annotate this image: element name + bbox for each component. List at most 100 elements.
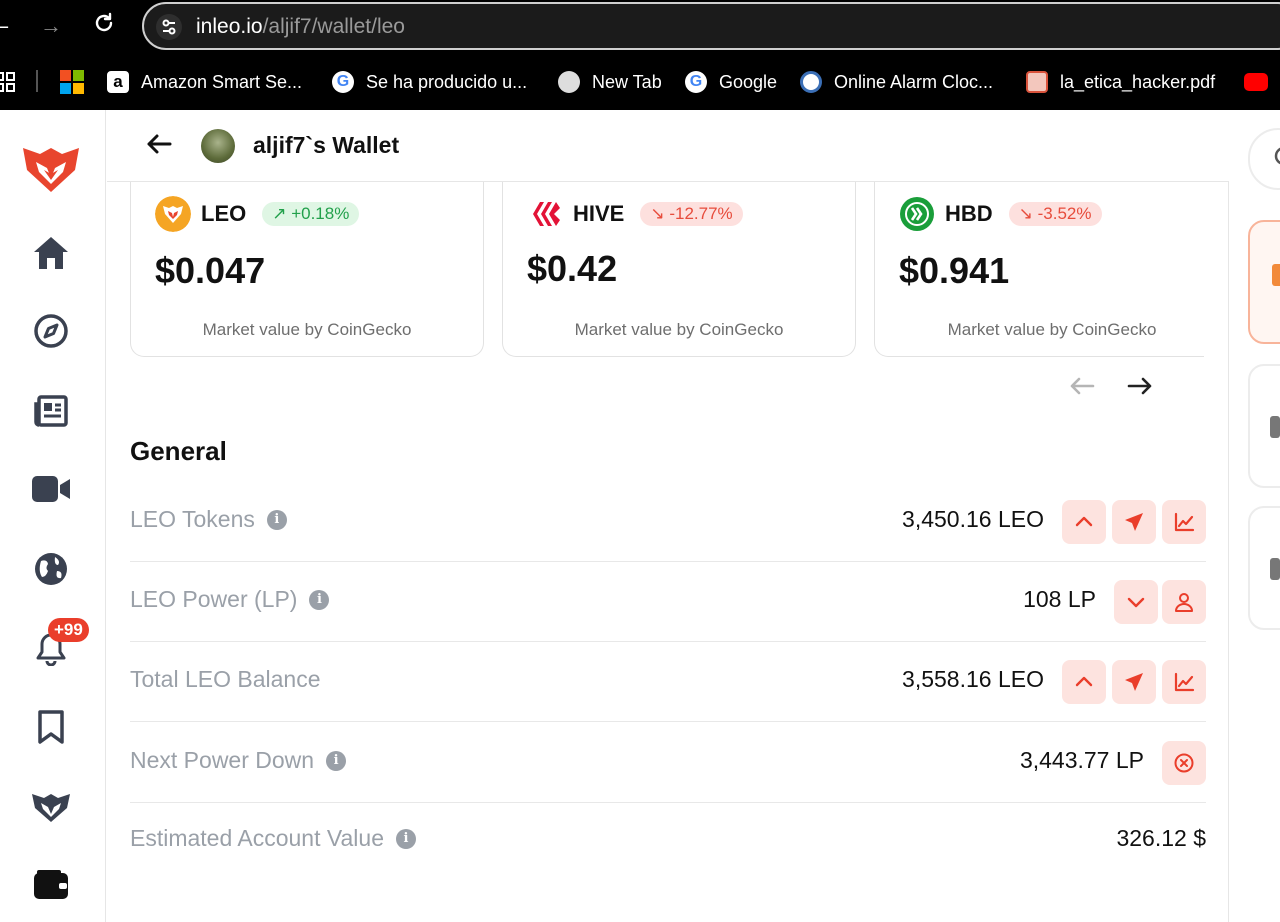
right-panel-card[interactable]: [1248, 506, 1280, 630]
right-panel-card-active[interactable]: [1248, 220, 1280, 344]
coin-card-hive[interactable]: HIVE ↘ -12.77% $0.42 Market value by Coi…: [502, 170, 856, 357]
home-icon[interactable]: [30, 232, 72, 274]
info-icon[interactable]: i: [266, 509, 287, 530]
news-icon[interactable]: [30, 390, 72, 432]
send-icon: [1125, 513, 1143, 531]
row-label: LEO Power (LP) i: [130, 586, 330, 613]
send-button[interactable]: [1112, 660, 1156, 704]
back-icon[interactable]: –: [0, 12, 16, 40]
globe-icon[interactable]: [30, 548, 72, 590]
leo-icon: [1272, 264, 1280, 286]
bookmark-google-error[interactable]: G Se ha producido u...: [332, 68, 527, 96]
avatar[interactable]: [201, 129, 235, 163]
chart-icon: [1174, 672, 1195, 692]
hbd-coin-icon: [900, 197, 934, 231]
bookmark-new-tab[interactable]: New Tab: [558, 68, 662, 96]
coin-card-leo[interactable]: LEO ↗ +0.18% $0.047 Market value by Coin…: [130, 170, 484, 357]
price-change-badge: ↘ -12.77%: [640, 202, 743, 226]
bookmark-label: la_etica_hacker.pdf: [1060, 71, 1216, 92]
alarm-clock-icon: [800, 71, 822, 93]
back-arrow-icon[interactable]: [145, 130, 173, 158]
leo-coin-icon: [155, 196, 191, 232]
row-value: 326.12 $: [1116, 825, 1206, 851]
bookmark-google[interactable]: G Google: [685, 68, 777, 96]
bookmark-amazon[interactable]: a Amazon Smart Se...: [107, 68, 302, 96]
youtube-icon: [1244, 73, 1268, 91]
site-settings-icon[interactable]: [156, 14, 182, 40]
search-icon: [1274, 147, 1280, 165]
row-label: Estimated Account Value i: [130, 825, 416, 852]
chart-button[interactable]: [1162, 660, 1206, 704]
google-icon: G: [685, 71, 707, 93]
cancel-power-down-button[interactable]: [1162, 741, 1206, 785]
row-total-balance: Total LEO Balance 3,558.16 LEO: [130, 642, 1206, 722]
section-title-general: General: [130, 436, 227, 466]
diamond-icon: [1270, 416, 1280, 438]
hive-coin-icon: [533, 202, 560, 226]
gear-icon: [1270, 558, 1280, 580]
row-value: 3,450.16 LEO: [902, 506, 1044, 532]
coin-name: HBD: [945, 201, 993, 226]
power-up-button[interactable]: [1062, 500, 1106, 544]
row-leo-power: LEO Power (LP) i 108 LP: [130, 562, 1206, 642]
coin-name: HIVE: [573, 201, 625, 226]
row-value: 3,443.77 LP: [1019, 747, 1144, 773]
row-value: 108 LP: [1023, 586, 1096, 612]
carousel-next-icon[interactable]: [1126, 372, 1154, 400]
coin-source: Market value by CoinGecko: [202, 320, 412, 339]
chart-icon: [1174, 512, 1195, 532]
info-icon[interactable]: i: [396, 828, 416, 849]
url-text: inleo.io/aljif7/wallet/leo: [196, 15, 405, 38]
chevron-down-icon: [1127, 597, 1145, 608]
explore-icon[interactable]: [30, 310, 72, 352]
bookmark-alarm-clock[interactable]: Online Alarm Cloc...: [800, 68, 993, 96]
notification-badge: +99: [48, 618, 89, 642]
info-icon[interactable]: i: [309, 589, 330, 610]
page-title: aljif7`s Wallet: [253, 132, 400, 158]
row-leo-tokens: LEO Tokens i 3,450.16 LEO: [130, 482, 1206, 562]
pdf-icon: [1026, 71, 1048, 93]
row-next-power-down: Next Power Down i 3,443.77 LP: [130, 723, 1206, 803]
bookmark-youtube[interactable]: [1244, 68, 1280, 96]
carousel-prev-icon[interactable]: [1068, 372, 1096, 400]
row-estimated-value: Estimated Account Value i 326.12 $: [130, 803, 1206, 873]
wallet-header: aljif7`s Wallet: [107, 110, 1229, 182]
wallet-icon[interactable]: [30, 864, 72, 906]
forward-icon[interactable]: →: [40, 13, 62, 38]
coin-card-hbd[interactable]: HBD ↘ -3.52% $0.941 Market value by Coin…: [874, 170, 1204, 357]
search-button[interactable]: [1248, 128, 1280, 190]
power-up-button[interactable]: [1062, 660, 1106, 704]
coin-price: $0.047: [155, 250, 266, 291]
chart-button[interactable]: [1162, 500, 1206, 544]
inleo-logo-icon[interactable]: [20, 144, 82, 194]
coin-name: LEO: [201, 201, 247, 226]
row-label: Next Power Down i: [130, 747, 347, 774]
address-bar[interactable]: inleo.io/aljif7/wallet/leo: [142, 2, 1280, 50]
leo-icon[interactable]: [30, 786, 72, 828]
info-icon[interactable]: i: [326, 750, 347, 771]
row-value: 3,558.16 LEO: [902, 666, 1044, 692]
send-button[interactable]: [1112, 500, 1156, 544]
cancel-circle-icon: [1174, 753, 1194, 773]
video-icon[interactable]: [30, 468, 72, 510]
user-icon: [1175, 593, 1193, 612]
coin-price: $0.941: [899, 250, 1010, 291]
bookmark-label: New Tab: [592, 71, 662, 92]
chevron-up-icon: [1075, 516, 1093, 527]
reload-icon[interactable]: [90, 12, 118, 40]
power-down-button[interactable]: [1114, 580, 1158, 624]
left-sidebar: +99: [0, 110, 106, 922]
bookmark-label: Se ha producido u...: [366, 71, 528, 92]
delegate-button[interactable]: [1162, 580, 1206, 624]
price-change-badge: ↘ -3.52%: [1008, 202, 1102, 226]
apps-grid-icon[interactable]: [0, 68, 16, 96]
right-panel-card[interactable]: [1248, 364, 1280, 488]
bookmark-icon[interactable]: [30, 706, 72, 748]
row-label: Total LEO Balance: [130, 666, 321, 692]
bookmark-divider: [36, 70, 38, 92]
coin-source: Market value by CoinGecko: [947, 320, 1157, 339]
bookmark-pdf[interactable]: la_etica_hacker.pdf: [1026, 68, 1215, 96]
right-divider: [1228, 110, 1229, 922]
microsoft-icon[interactable]: [60, 68, 84, 96]
bookmarks-bar: a Amazon Smart Se... G Se ha producido u…: [0, 54, 1280, 110]
